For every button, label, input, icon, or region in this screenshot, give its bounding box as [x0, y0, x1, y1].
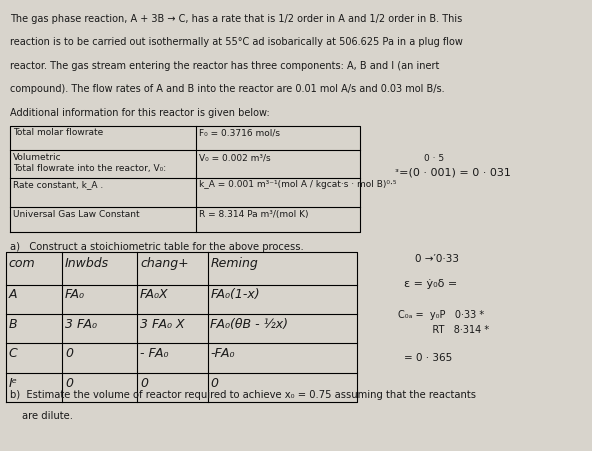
- Text: -FA₀: -FA₀: [210, 346, 235, 359]
- Text: Total molar flowrate: Total molar flowrate: [13, 128, 104, 137]
- Text: Reming: Reming: [210, 256, 258, 269]
- Text: F₀ = 0.3716 mol/s: F₀ = 0.3716 mol/s: [199, 128, 280, 137]
- Text: 0: 0: [140, 376, 148, 389]
- Text: FA₀(1-x): FA₀(1-x): [210, 288, 260, 301]
- Text: V₀ = 0.002 m³/s: V₀ = 0.002 m³/s: [199, 153, 271, 162]
- Text: 0: 0: [65, 376, 73, 389]
- Text: The gas phase reaction, A + 3B → C, has a rate that is 1/2 order in A and 1/2 or: The gas phase reaction, A + 3B → C, has …: [11, 14, 462, 23]
- Text: compound). The flow rates of A and B into the reactor are 0.01 mol A/s and 0.03 : compound). The flow rates of A and B int…: [11, 84, 445, 94]
- Text: are dilute.: are dilute.: [22, 410, 73, 420]
- Text: ᵌ=(0 · 001) = 0 · 031: ᵌ=(0 · 001) = 0 · 031: [395, 167, 511, 177]
- Text: Iᵉ: Iᵉ: [9, 376, 18, 389]
- Text: B: B: [9, 317, 17, 330]
- Text: ε = ẏ₀δ =: ε = ẏ₀δ =: [404, 279, 457, 289]
- Text: Inwbds: Inwbds: [65, 256, 110, 269]
- Text: 0 →′0·33: 0 →′0·33: [415, 253, 459, 263]
- Text: FA₀X: FA₀X: [140, 288, 169, 301]
- Text: C₀ₐ =  y₀P   0·33 *: C₀ₐ = y₀P 0·33 *: [398, 309, 484, 319]
- Text: 3 FA₀ X: 3 FA₀ X: [140, 317, 185, 330]
- Text: Rate constant, k_A .: Rate constant, k_A .: [13, 180, 104, 189]
- Text: 3 FA₀: 3 FA₀: [65, 317, 97, 330]
- Text: chang+: chang+: [140, 256, 189, 269]
- Text: reactor. The gas stream entering the reactor has three components: A, B and I (a: reactor. The gas stream entering the rea…: [11, 60, 440, 70]
- Text: com: com: [9, 256, 36, 269]
- Text: 0 · 5: 0 · 5: [424, 153, 444, 162]
- Text: FA₀(θB - ½x): FA₀(θB - ½x): [210, 317, 288, 330]
- Text: RT   8·314 *: RT 8·314 *: [398, 325, 489, 335]
- Text: a)   Construct a stoichiometric table for the above process.: a) Construct a stoichiometric table for …: [11, 241, 304, 251]
- Text: A: A: [9, 288, 17, 301]
- Text: 0: 0: [210, 376, 218, 389]
- Text: b)  Estimate the volume of reactor required to achieve x₀ = 0.75 assuming that t: b) Estimate the volume of reactor requir…: [11, 389, 477, 399]
- Text: = 0 · 365: = 0 · 365: [404, 352, 452, 362]
- Text: 0: 0: [65, 346, 73, 359]
- Text: Universal Gas Law Constant: Universal Gas Law Constant: [13, 209, 140, 218]
- Text: C: C: [9, 346, 17, 359]
- Text: FA₀: FA₀: [65, 288, 85, 301]
- Text: Volumetric
Total flowrate into the reactor, V₀:: Volumetric Total flowrate into the react…: [13, 153, 166, 173]
- Text: reaction is to be carried out isothermally at 55°C ad isobarically at 506.625 Pa: reaction is to be carried out isothermal…: [11, 37, 464, 47]
- Text: Additional information for this reactor is given below:: Additional information for this reactor …: [11, 107, 270, 117]
- Text: R = 8.314 Pa m³/(mol K): R = 8.314 Pa m³/(mol K): [199, 209, 308, 218]
- Text: - FA₀: - FA₀: [140, 346, 169, 359]
- Text: k_A = 0.001 m³⁻¹(mol A / kgcat·s · mol B)⁰⋅⁵: k_A = 0.001 m³⁻¹(mol A / kgcat·s · mol B…: [199, 180, 397, 189]
